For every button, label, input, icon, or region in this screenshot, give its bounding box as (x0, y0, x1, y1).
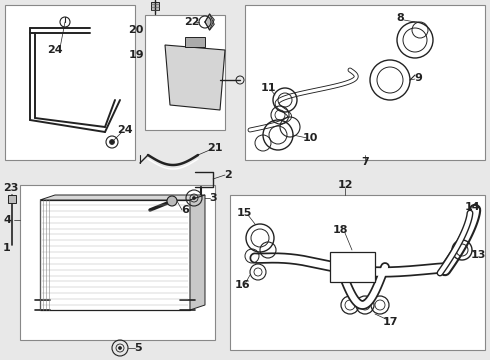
Text: 12: 12 (337, 180, 353, 190)
Text: 2: 2 (224, 170, 232, 180)
Text: 17: 17 (382, 317, 398, 327)
Text: 15: 15 (236, 208, 252, 218)
Text: 19: 19 (128, 50, 144, 60)
Bar (330, 252, 375, 282)
Text: 4: 4 (3, 215, 11, 225)
Bar (151, 2, 159, 10)
Polygon shape (205, 14, 214, 30)
Text: 8: 8 (396, 13, 404, 23)
Text: 14: 14 (464, 202, 480, 212)
Circle shape (119, 346, 122, 350)
Text: 7: 7 (361, 157, 369, 167)
Text: 10: 10 (302, 133, 318, 143)
Text: 9: 9 (414, 73, 422, 83)
Text: 24: 24 (47, 45, 63, 55)
Text: 22: 22 (184, 17, 200, 27)
Bar (20, 185, 215, 340)
Bar (5, 5, 135, 160)
Polygon shape (205, 14, 214, 30)
Text: 21: 21 (207, 143, 223, 153)
Bar (185, 37, 205, 47)
Text: 16: 16 (234, 280, 250, 290)
Polygon shape (165, 45, 225, 110)
Bar (245, 5, 485, 160)
Text: 24: 24 (117, 125, 133, 135)
Text: 1: 1 (3, 243, 11, 253)
Circle shape (193, 197, 196, 199)
Text: 11: 11 (260, 83, 276, 93)
Polygon shape (190, 195, 205, 310)
Bar (8, 195, 16, 203)
Polygon shape (40, 200, 190, 310)
Text: 13: 13 (470, 250, 486, 260)
Text: 18: 18 (332, 225, 348, 235)
Bar (230, 195, 485, 350)
Text: 5: 5 (134, 343, 142, 353)
Polygon shape (40, 195, 205, 200)
Circle shape (109, 139, 115, 144)
Text: 20: 20 (128, 25, 144, 35)
Text: 23: 23 (3, 183, 19, 193)
Text: 6: 6 (181, 205, 189, 215)
Text: 3: 3 (209, 193, 217, 203)
Bar (145, 15, 225, 130)
Circle shape (167, 196, 177, 206)
